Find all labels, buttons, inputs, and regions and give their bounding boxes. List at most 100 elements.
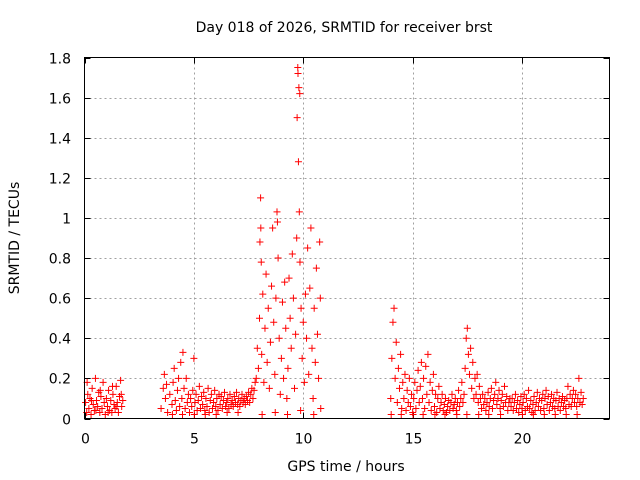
data-point (427, 406, 435, 414)
data-point (275, 334, 283, 342)
data-point (425, 398, 433, 406)
data-point (85, 404, 93, 412)
data-point (230, 392, 238, 400)
data-point (204, 384, 212, 392)
data-point (214, 406, 222, 414)
data-point (575, 374, 583, 382)
data-point (251, 378, 259, 386)
x-tick-label: 15 (405, 432, 423, 448)
data-point (485, 410, 493, 418)
data-point (271, 408, 279, 416)
data-point (96, 408, 104, 416)
data-point (301, 290, 309, 298)
data-point (522, 394, 530, 402)
data-point (176, 402, 184, 410)
x-tick-label: 5 (190, 432, 199, 448)
data-point (548, 390, 556, 398)
data-point (569, 386, 577, 394)
data-point (520, 390, 528, 398)
data-point (297, 304, 305, 312)
data-point (258, 410, 266, 418)
data-point (417, 358, 425, 366)
x-tick-label: 10 (295, 432, 313, 448)
data-point (315, 374, 323, 382)
data-point (97, 392, 105, 400)
data-point (526, 404, 534, 412)
data-point (474, 398, 482, 406)
data-point (256, 314, 263, 322)
data-point (188, 402, 196, 410)
data-point (468, 384, 476, 392)
data-point (312, 264, 320, 272)
data-point (295, 208, 303, 216)
data-point (288, 250, 296, 258)
data-point (189, 386, 197, 394)
data-point (200, 388, 208, 396)
x-tick-labels: 0 5 10 15 20 (81, 432, 531, 448)
data-point (412, 404, 420, 412)
data-point (205, 408, 213, 416)
data-point (271, 370, 279, 378)
data-point (213, 394, 221, 402)
data-point (109, 390, 117, 398)
y-tick-label: 1.6 (49, 92, 71, 108)
data-point (387, 394, 395, 402)
data-point (103, 402, 111, 410)
data-point (269, 224, 277, 232)
data-point (281, 278, 289, 286)
chart-title: Day 018 of 2026, SRMTID for receiver brs… (196, 20, 493, 36)
y-tick-label: 1.4 (49, 132, 71, 148)
data-point (300, 378, 308, 386)
axis-ticks (84, 57, 610, 420)
data-point (89, 400, 97, 408)
data-point (195, 382, 203, 390)
data-point (518, 410, 526, 418)
data-point (458, 378, 466, 386)
data-point (479, 390, 487, 398)
data-point (114, 408, 122, 416)
data-point (221, 388, 228, 396)
data-point (210, 398, 218, 406)
data-point (462, 334, 470, 342)
data-point (473, 370, 481, 378)
data-point (431, 410, 439, 418)
data-point (423, 390, 431, 398)
data-point (317, 404, 325, 412)
data-point (287, 344, 295, 352)
data-point (525, 386, 533, 394)
data-point (259, 290, 267, 298)
data-point (273, 208, 281, 216)
y-tick-label: 1.2 (49, 172, 71, 188)
data-point (119, 396, 127, 404)
data-point (419, 410, 427, 418)
data-point (562, 404, 570, 412)
data-point (225, 404, 233, 412)
data-point (310, 410, 318, 418)
data-point (397, 350, 405, 358)
data-point (261, 324, 269, 332)
data-point (96, 386, 104, 394)
data-point (545, 406, 553, 414)
data-point (491, 390, 499, 398)
data-point (294, 158, 302, 166)
data-points (82, 64, 587, 418)
data-point (212, 410, 220, 418)
data-point (304, 244, 312, 252)
data-point (564, 382, 572, 390)
data-point (546, 398, 554, 406)
data-point (296, 90, 304, 98)
data-point (107, 396, 115, 404)
data-point (246, 398, 254, 406)
data-point (551, 410, 559, 418)
data-point (495, 386, 503, 394)
data-point (277, 354, 285, 362)
data-point (577, 388, 585, 396)
data-point (278, 298, 286, 306)
data-point (519, 398, 527, 406)
data-point (276, 390, 284, 398)
data-point (293, 234, 301, 242)
data-point (488, 404, 496, 412)
data-point (284, 410, 291, 418)
data-point (414, 366, 422, 374)
data-point (521, 406, 529, 414)
